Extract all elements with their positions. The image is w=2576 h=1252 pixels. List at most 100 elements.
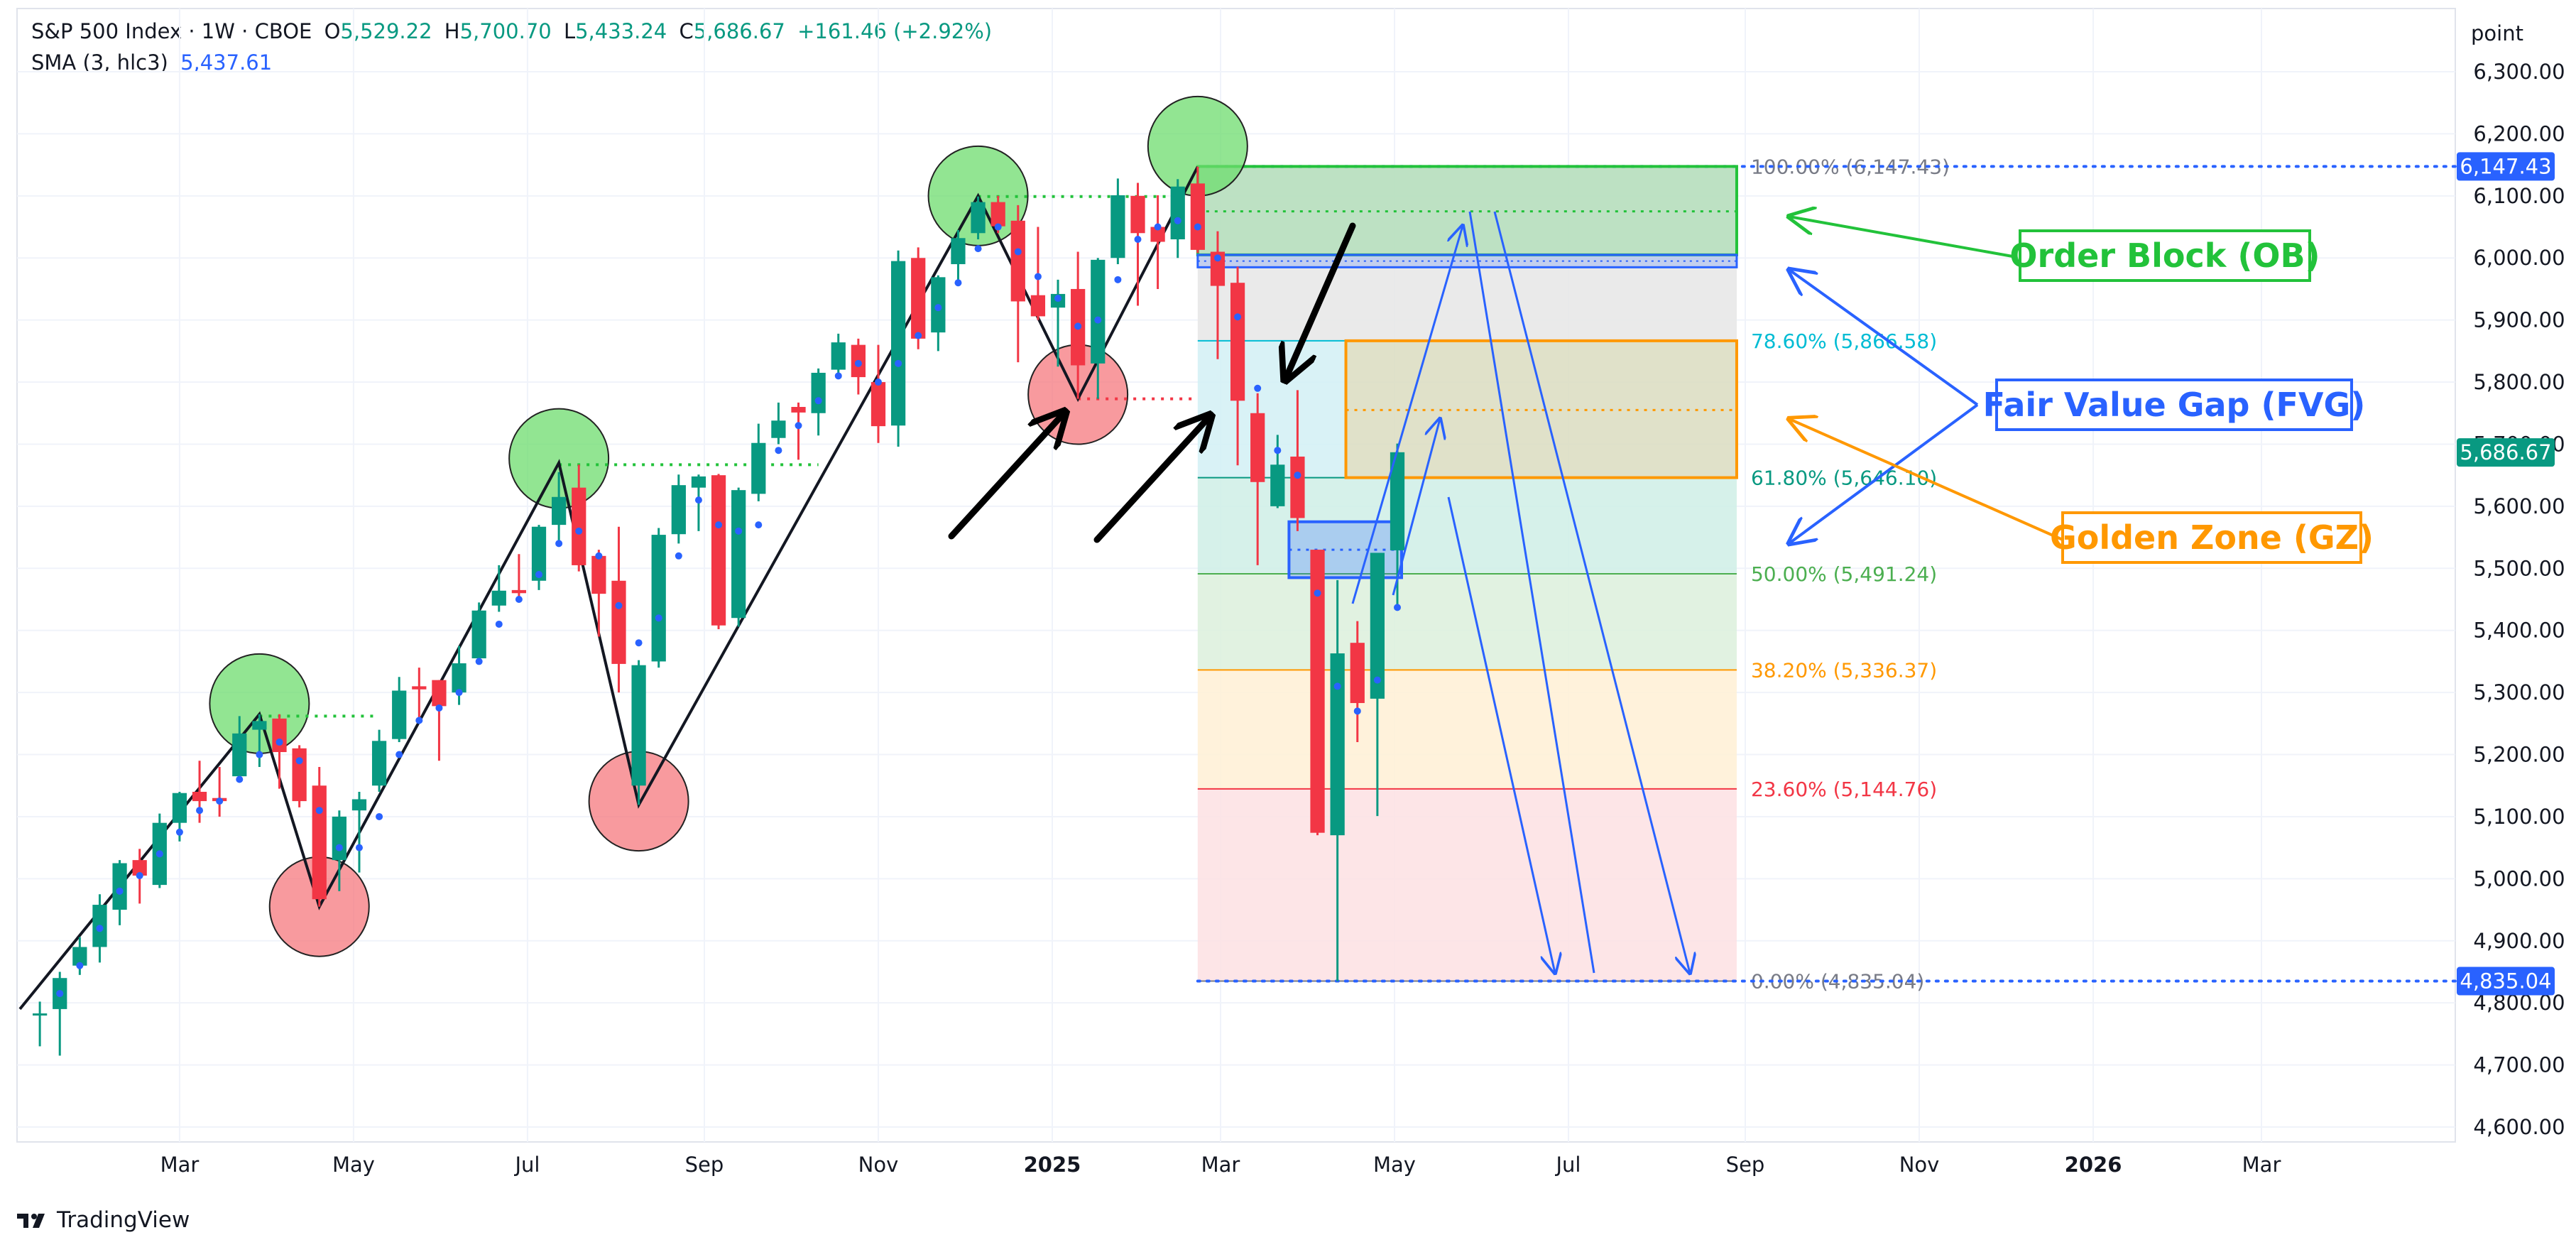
candle[interactable] (292, 745, 307, 807)
black-arrow[interactable] (1285, 222, 1356, 380)
candle[interactable] (392, 677, 407, 743)
candle-body (990, 202, 1005, 227)
candle-body (1091, 259, 1106, 364)
candle[interactable] (471, 602, 486, 662)
candle[interactable] (1290, 390, 1305, 531)
projection-arrow[interactable] (1351, 226, 1463, 604)
black-arrow[interactable] (948, 412, 1065, 540)
x-tick-label: Nov (1899, 1153, 1940, 1177)
sma-dot (96, 925, 104, 932)
candle[interactable] (791, 402, 806, 460)
candle[interactable] (631, 660, 646, 805)
gz-pointer-arrow[interactable] (1789, 419, 2063, 541)
candle[interactable] (1370, 552, 1385, 817)
candle-body (1170, 186, 1185, 240)
fvg-pointer-arrow-bottom[interactable] (1789, 403, 1979, 543)
price-unit-label[interactable]: point (2471, 21, 2523, 45)
sma-dot (1074, 322, 1082, 330)
candle[interactable] (312, 767, 327, 907)
candle[interactable] (1190, 166, 1205, 254)
candle[interactable] (371, 729, 387, 792)
candle[interactable] (531, 525, 547, 590)
sma-dot (515, 596, 523, 603)
candle[interactable] (511, 554, 527, 603)
candle-body (591, 555, 606, 594)
open-value: 5,529.22 (340, 19, 432, 43)
candle[interactable] (951, 229, 966, 281)
candle[interactable] (771, 402, 786, 445)
y-tick-label: 5,500.00 (2473, 556, 2565, 580)
swing-circles[interactable] (209, 95, 1248, 957)
candle[interactable] (671, 474, 686, 544)
candle[interactable] (1250, 393, 1265, 565)
candle[interactable] (1130, 183, 1145, 306)
fvg-label[interactable]: Fair Value Gap (FVG) (1983, 379, 2366, 431)
gz-label[interactable]: Golden Zone (GZ) (2050, 511, 2374, 564)
y-tick-label: 6,100.00 (2473, 184, 2565, 208)
candle[interactable] (252, 714, 267, 768)
x-tick-label: 2026 (2065, 1153, 2122, 1177)
sma-dot (256, 751, 263, 758)
fib-band (1197, 788, 1737, 981)
candle[interactable] (1230, 266, 1245, 466)
candle[interactable] (971, 196, 986, 240)
candle[interactable] (212, 767, 227, 817)
candle[interactable] (491, 565, 506, 612)
candle[interactable] (731, 487, 746, 627)
candle[interactable] (272, 714, 287, 789)
candle[interactable] (432, 680, 447, 761)
candle[interactable] (572, 464, 586, 572)
projection-arrow[interactable] (1468, 211, 1595, 974)
candle[interactable] (1091, 258, 1106, 399)
candle[interactable] (751, 423, 766, 501)
candle[interactable] (1330, 579, 1345, 981)
candle[interactable] (1350, 621, 1365, 743)
zone-labels[interactable]: Order Block (OB) Fair Value Gap (FVG) Gold… (1983, 229, 2374, 564)
projection-arrow[interactable] (1392, 419, 1440, 596)
candle[interactable] (591, 550, 606, 637)
projection-arrow[interactable] (1493, 211, 1690, 973)
fvg-pointer-arrow-top[interactable] (1789, 270, 1979, 406)
symbol-title[interactable]: S&P 500 Index · 1W · CBOE (31, 19, 312, 43)
price-tag[interactable]: 6,147.43 (2457, 152, 2555, 181)
candle[interactable] (552, 472, 567, 544)
candle-body (1250, 413, 1265, 482)
candle[interactable] (1010, 205, 1025, 363)
candle[interactable] (931, 275, 946, 352)
candle[interactable] (232, 716, 247, 780)
sma-label[interactable]: SMA (3, hlc3) (31, 50, 168, 75)
ob-pointer-arrow[interactable] (1789, 217, 2017, 258)
tradingview-logo[interactable]: TradingView (17, 1207, 190, 1233)
candle[interactable] (711, 474, 726, 629)
sma-dot (435, 704, 443, 712)
zones[interactable] (1196, 165, 1738, 579)
candle[interactable] (831, 333, 846, 379)
price-tag[interactable]: 4,835.04 (2457, 967, 2555, 996)
candle[interactable] (890, 250, 906, 447)
x-tick-label: Sep (1726, 1153, 1765, 1177)
candle[interactable] (1210, 231, 1226, 359)
candle-body (631, 665, 646, 786)
order-block-zone[interactable] (1196, 165, 1738, 256)
price-tag[interactable]: 5,686.67 (2457, 438, 2555, 467)
candle[interactable] (53, 971, 67, 1056)
candle[interactable] (32, 1001, 48, 1047)
swing-levels (259, 195, 1198, 718)
candle[interactable] (871, 344, 886, 443)
projection-arrow[interactable] (1447, 496, 1555, 973)
candle[interactable] (1110, 178, 1125, 264)
black-arrow[interactable] (1093, 415, 1211, 543)
ob-label[interactable]: Order Block (OB) (2009, 229, 2320, 282)
candle[interactable] (1150, 195, 1165, 289)
candle[interactable] (351, 791, 367, 873)
candle[interactable] (611, 526, 626, 693)
candle[interactable] (412, 668, 427, 721)
axes[interactable]: 4,600.004,700.004,800.004,900.005,000.00… (160, 60, 2565, 1177)
sma-dot (1134, 236, 1142, 244)
candle[interactable] (651, 528, 666, 668)
arrows[interactable] (948, 211, 2063, 974)
sma-dot (275, 739, 283, 746)
fib-retracement[interactable]: 100.00% (6,147.43)78.60% (5,866.58)61.80… (1196, 155, 2457, 994)
candle[interactable] (1310, 550, 1325, 836)
